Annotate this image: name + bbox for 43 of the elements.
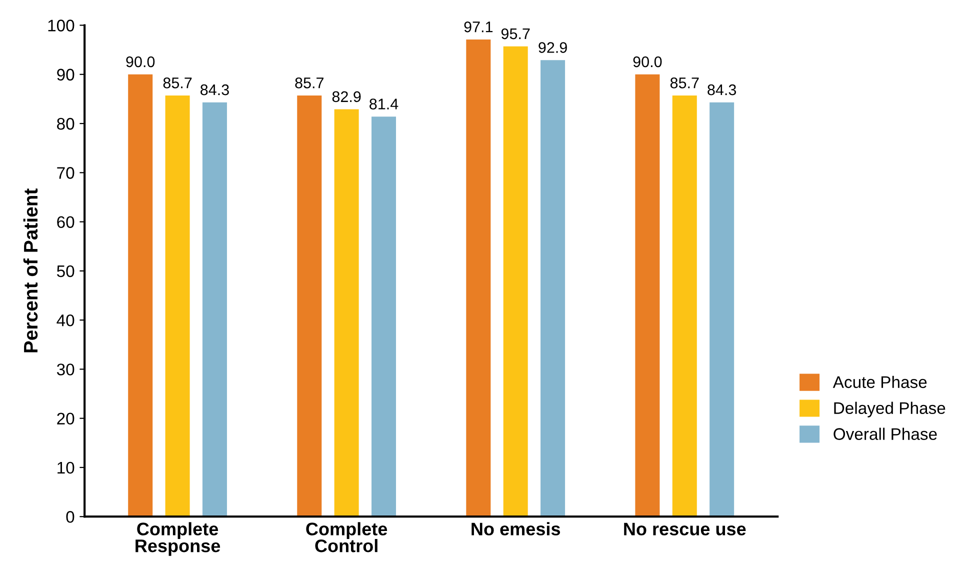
bar	[503, 46, 528, 517]
data-label: 85.7	[670, 78, 699, 88]
data-label: 97.1	[464, 22, 493, 32]
data-label: 90.0	[126, 56, 155, 68]
bar	[672, 96, 697, 517]
bar	[635, 74, 660, 517]
legend-label: Overall Phase	[834, 428, 937, 440]
bar	[710, 102, 734, 517]
y-tick-label: 40	[56, 314, 74, 326]
y-tick-label: 90	[57, 68, 74, 81]
y-tick-label: 30	[56, 364, 74, 376]
bar	[202, 102, 227, 517]
x-tick-label: Complete Control	[306, 522, 388, 552]
x-tick-label: No rescue use	[624, 522, 746, 536]
y-axis-title: Percent of Patient	[23, 188, 38, 352]
y-tick-label: 50	[56, 265, 74, 278]
x-tick-label: Complete Response	[136, 522, 220, 556]
x-tick-label: No emesis	[472, 522, 560, 536]
bar	[165, 96, 190, 517]
bar	[128, 74, 153, 517]
bar	[372, 116, 396, 517]
data-label: 84.3	[200, 84, 229, 96]
bar	[466, 40, 491, 517]
data-label: 95.7	[501, 28, 530, 40]
data-label: 81.4	[370, 98, 398, 110]
y-tick-label: 60	[57, 216, 74, 228]
y-tick-label: 10	[58, 462, 74, 474]
data-label: 90.0	[633, 56, 662, 68]
legend-label: Delayed Phase	[834, 402, 946, 418]
bar	[540, 60, 566, 517]
y-tick-label: 20	[57, 412, 74, 425]
y-tick-label: 0	[66, 511, 74, 523]
bar	[297, 96, 322, 517]
y-tick-label: 100	[48, 20, 74, 32]
bar	[334, 109, 359, 517]
data-label: 84.3	[708, 84, 736, 96]
data-label: 92.9	[538, 42, 567, 53]
y-tick-label: 80	[57, 118, 74, 130]
data-label: 85.7	[163, 78, 192, 88]
data-label: 85.7	[295, 78, 324, 88]
data-label: 82.9	[332, 91, 361, 102]
y-tick-label: 70	[57, 167, 74, 179]
legend-label: Acute Phase	[832, 376, 927, 388]
